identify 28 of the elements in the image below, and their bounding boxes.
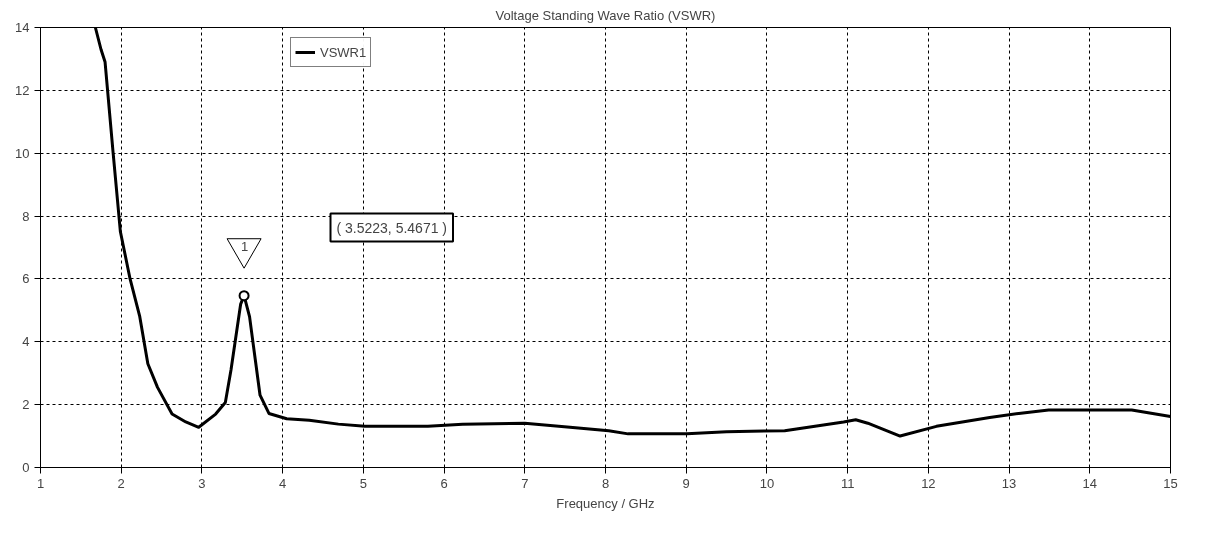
x-tick-label: 10 — [759, 475, 775, 491]
x-tick-label: 4 — [279, 475, 287, 491]
y-tick-label: 14 — [15, 20, 30, 35]
x-tick-label: 8 — [601, 475, 610, 491]
y-tick-label: 2 — [22, 397, 30, 413]
x-tick-label: 15 — [1163, 475, 1178, 491]
x-tick-label: 5 — [359, 475, 367, 491]
annotation: ( 3.5223, 5.4671 ) — [336, 219, 448, 236]
x-tick-label: 6 — [440, 475, 448, 491]
x-tick-label: 11 — [840, 475, 855, 491]
y-tick-label: 6 — [22, 271, 30, 287]
y-tick-label: 0 — [22, 460, 30, 475]
y-tick-label: 12 — [15, 82, 30, 98]
annotation: 1 — [240, 238, 249, 254]
x-tick-label: 12 — [921, 475, 936, 491]
chart-title: Voltage Standing Wave Ratio (VSWR) — [495, 7, 716, 23]
y-tick-label: 4 — [22, 334, 30, 350]
x-tick-label: 7 — [521, 475, 529, 491]
y-tick-label: 10 — [15, 145, 30, 161]
x-tick-label: 13 — [1001, 475, 1017, 491]
x-axis-title: Frequency / GHz — [556, 495, 655, 511]
x-tick-label: 2 — [117, 475, 125, 491]
x-tick-label: 9 — [682, 475, 690, 491]
x-tick-label: 1 — [36, 475, 45, 491]
x-tick-label: 3 — [198, 475, 206, 491]
y-tick-label: 8 — [22, 208, 30, 224]
legend-label: VSWR1 — [320, 44, 367, 60]
x-tick-label: 14 — [1082, 475, 1098, 491]
